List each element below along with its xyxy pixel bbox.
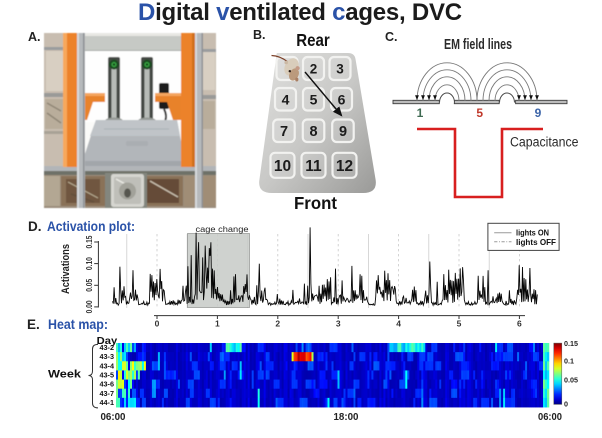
- svg-text:43-4: 43-4: [100, 361, 115, 370]
- svg-text:43-7: 43-7: [100, 389, 115, 398]
- svg-text:7: 7: [280, 124, 288, 140]
- svg-text:10: 10: [274, 158, 291, 175]
- svg-text:Rear: Rear: [296, 30, 330, 50]
- svg-text:5: 5: [310, 91, 318, 107]
- svg-text:43-3: 43-3: [100, 352, 115, 361]
- svg-text:0.15: 0.15: [564, 339, 578, 348]
- svg-text:EM field lines: EM field lines: [444, 37, 512, 53]
- svg-text:Heat map:: Heat map:: [48, 316, 108, 332]
- svg-text:lights ON: lights ON: [516, 229, 549, 238]
- svg-text:0.15: 0.15: [84, 235, 94, 248]
- svg-text:Day: Day: [97, 336, 118, 347]
- svg-text:06:00: 06:00: [538, 411, 562, 423]
- svg-text:4: 4: [282, 91, 290, 107]
- svg-text:6: 6: [517, 319, 522, 329]
- svg-text:2: 2: [310, 61, 318, 76]
- svg-text:4: 4: [396, 319, 401, 329]
- svg-text:5: 5: [476, 106, 483, 120]
- svg-text:9: 9: [339, 124, 347, 140]
- svg-text:0.05: 0.05: [564, 376, 578, 385]
- svg-text:3: 3: [336, 319, 341, 329]
- svg-text:11: 11: [305, 158, 322, 175]
- svg-text:Front: Front: [294, 193, 337, 213]
- svg-text:18:00: 18:00: [334, 411, 359, 423]
- svg-text:43-5: 43-5: [100, 371, 115, 380]
- svg-text:43-2: 43-2: [100, 343, 115, 352]
- svg-text:lights OFF: lights OFF: [516, 238, 556, 247]
- svg-text:8: 8: [309, 124, 317, 140]
- svg-text:cage change: cage change: [196, 225, 250, 234]
- svg-text:9: 9: [535, 106, 542, 120]
- svg-text:Activations: Activations: [60, 244, 72, 294]
- svg-text:5: 5: [457, 319, 462, 329]
- svg-text:Capacitance: Capacitance: [510, 135, 579, 150]
- svg-text:0.00: 0.00: [84, 300, 94, 313]
- svg-text:E.: E.: [27, 317, 40, 332]
- svg-text:Week: Week: [48, 369, 82, 381]
- svg-text:1: 1: [417, 106, 424, 120]
- svg-text:0.10: 0.10: [84, 257, 94, 270]
- svg-text:6: 6: [338, 91, 346, 107]
- svg-text:06:00: 06:00: [101, 411, 126, 423]
- svg-text:Digital ventilated cages, DVC: Digital ventilated cages, DVC: [138, 0, 462, 26]
- svg-text:D.: D.: [28, 219, 42, 234]
- svg-text:0: 0: [564, 399, 568, 408]
- svg-text:Activation plot:: Activation plot:: [47, 218, 135, 234]
- svg-text:2: 2: [275, 319, 280, 329]
- svg-text:C.: C.: [385, 30, 398, 44]
- svg-text:0.1: 0.1: [564, 357, 574, 366]
- svg-text:0.05: 0.05: [84, 278, 94, 291]
- svg-text:3: 3: [336, 61, 344, 76]
- svg-text:1: 1: [215, 319, 220, 329]
- svg-text:44-1: 44-1: [100, 398, 115, 407]
- svg-text:43-6: 43-6: [100, 380, 115, 389]
- svg-text:12: 12: [336, 158, 353, 175]
- svg-text:A.: A.: [28, 30, 41, 44]
- svg-text:B.: B.: [253, 28, 266, 42]
- svg-text:0: 0: [155, 319, 160, 329]
